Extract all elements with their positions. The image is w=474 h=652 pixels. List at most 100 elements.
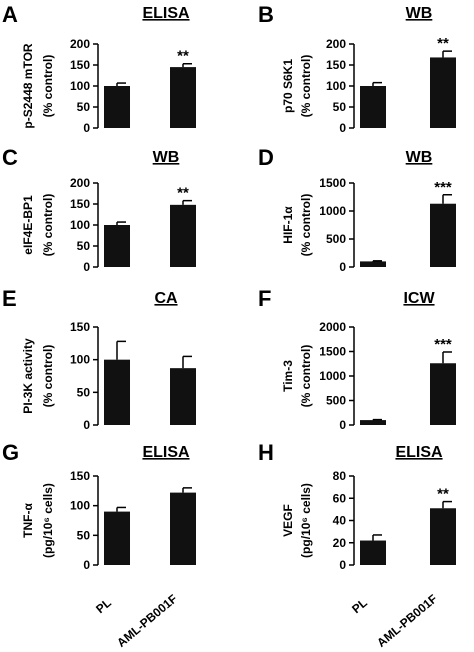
panel-c: C WB 0 50 100 150 200 eIF4E-BP1 (% control) ** (2, 145, 196, 274)
y-axis-label-unit: (% control) (41, 345, 55, 408)
y-tick-label: 100 (70, 353, 90, 367)
panel-letter: B (258, 2, 274, 27)
x-category-label-aml-pb001f: AML-PB001F (114, 592, 180, 650)
y-axis-label: PI-3K activity (21, 338, 35, 414)
y-tick-label: 0 (83, 418, 90, 432)
y-tick-label: 150 (70, 197, 90, 211)
y-axis-label: Tim-3 (281, 360, 295, 392)
significance-marker: ** (177, 185, 189, 202)
y-tick-label: 100 (70, 499, 90, 513)
y-axis-label-unit: (% control) (299, 194, 313, 257)
y-axis-label: HIF-1α (281, 206, 295, 244)
panel-letter: H (258, 440, 274, 465)
panel-f: F ICW 0 500 1000 1500 2000 Tim-3 (% control) *** (258, 286, 456, 432)
y-tick-label: 50 (333, 100, 347, 114)
y-tick-label: 500 (326, 394, 346, 408)
y-tick-label: 150 (70, 58, 90, 72)
x-category-label-aml-pb001f: AML-PB001F (374, 592, 440, 650)
y-axis-label: TNF-α (21, 503, 35, 538)
panel-title: ELISA (142, 5, 190, 22)
bar-pl (104, 86, 130, 128)
bar-aml-pb001f (170, 492, 196, 565)
panel-title: WB (406, 5, 433, 22)
y-axis-label: VEGF (281, 504, 295, 537)
y-tick-label: 100 (70, 79, 90, 93)
y-tick-label: 0 (339, 558, 346, 572)
panel-letter: E (2, 286, 17, 311)
panel-e: E CA 0 50 100 150 PI-3K activity (% control) (2, 286, 196, 432)
y-tick-label: 50 (77, 239, 91, 253)
y-tick-label: 0 (83, 558, 90, 572)
panel-letter: D (258, 145, 274, 170)
bar-aml-pb001f (430, 57, 456, 128)
y-tick-label: 200 (326, 37, 346, 51)
significance-marker: *** (434, 179, 452, 196)
y-tick-label: 1000 (319, 369, 346, 383)
bar-pl (360, 420, 386, 425)
significance-marker: ** (437, 35, 449, 52)
y-tick-label: 1000 (319, 204, 346, 218)
bar-pl (104, 225, 130, 267)
y-tick-label: 2000 (319, 320, 346, 334)
y-tick-label: 40 (333, 514, 347, 528)
significance-marker: ** (437, 486, 449, 503)
panel-d: D WB 0 500 1000 1500 HIF-1α (% control) *** (258, 145, 456, 274)
x-category-label-pl: PL (93, 596, 114, 617)
y-tick-label: 20 (333, 536, 347, 550)
bar-pl (104, 511, 130, 565)
panel-letter: C (2, 145, 18, 170)
panel-title: WB (153, 149, 180, 166)
bar-aml-pb001f (430, 508, 456, 565)
y-axis-label-unit: (% control) (299, 55, 313, 118)
panel-title: WB (406, 149, 433, 166)
bar-aml-pb001f (170, 368, 196, 425)
y-tick-label: 100 (326, 79, 346, 93)
panel-letter: A (2, 2, 18, 27)
significance-marker: *** (434, 336, 452, 353)
panel-letter: F (258, 286, 271, 311)
y-tick-label: 80 (333, 469, 347, 483)
bar-pl (360, 261, 386, 267)
y-tick-label: 200 (70, 37, 90, 51)
bar-aml-pb001f (170, 67, 196, 128)
y-tick-label: 0 (83, 121, 90, 135)
y-axis-label-unit: (pg/10⁶ cells) (299, 483, 313, 558)
y-axis-label-unit: (% control) (41, 55, 55, 118)
y-tick-label: 100 (70, 218, 90, 232)
bar-aml-pb001f (170, 204, 196, 267)
bar-aml-pb001f (430, 203, 456, 267)
bar-pl (104, 359, 130, 425)
panel-g: G ELISA 0 50 100 150 TNF-α (pg/10⁶ cells) (2, 440, 196, 572)
bar-aml-pb001f (430, 363, 456, 425)
y-tick-label: 150 (70, 320, 90, 334)
y-tick-label: 0 (339, 260, 346, 274)
bar-pl (360, 540, 386, 565)
panel-title: ICW (403, 290, 435, 307)
y-tick-label: 200 (70, 176, 90, 190)
y-tick-label: 60 (333, 491, 347, 505)
panel-b: B WB 0 50 100 150 200 p70 S6K1 (% control) ** (258, 2, 456, 135)
y-axis-label: p-S2448 mTOR (21, 43, 35, 128)
y-tick-label: 50 (77, 100, 91, 114)
panel-letter: G (2, 440, 19, 465)
y-tick-label: 500 (326, 232, 346, 246)
panel-a: A ELISA 0 50 100 150 200 p-S2448 mTOR (% control… (2, 2, 196, 135)
panel-title: ELISA (142, 444, 190, 461)
x-category-label-pl: PL (349, 596, 370, 617)
y-tick-label: 0 (339, 121, 346, 135)
y-axis-label-unit: (% control) (41, 194, 55, 257)
y-tick-label: 1500 (319, 345, 346, 359)
y-tick-label: 50 (77, 528, 91, 542)
y-tick-label: 50 (77, 385, 91, 399)
y-tick-label: 150 (70, 469, 90, 483)
y-tick-label: 0 (83, 260, 90, 274)
y-axis-label: p70 S6K1 (281, 59, 295, 113)
y-axis-label-unit: (% control) (299, 345, 313, 408)
panel-title: CA (154, 290, 178, 307)
y-axis-label-unit: (pg/10⁶ cells) (41, 483, 55, 558)
y-tick-label: 150 (326, 58, 346, 72)
y-tick-label: 1500 (319, 176, 346, 190)
y-tick-label: 0 (339, 418, 346, 432)
significance-marker: ** (177, 48, 189, 65)
y-axis-label: eIF4E-BP1 (21, 195, 35, 255)
